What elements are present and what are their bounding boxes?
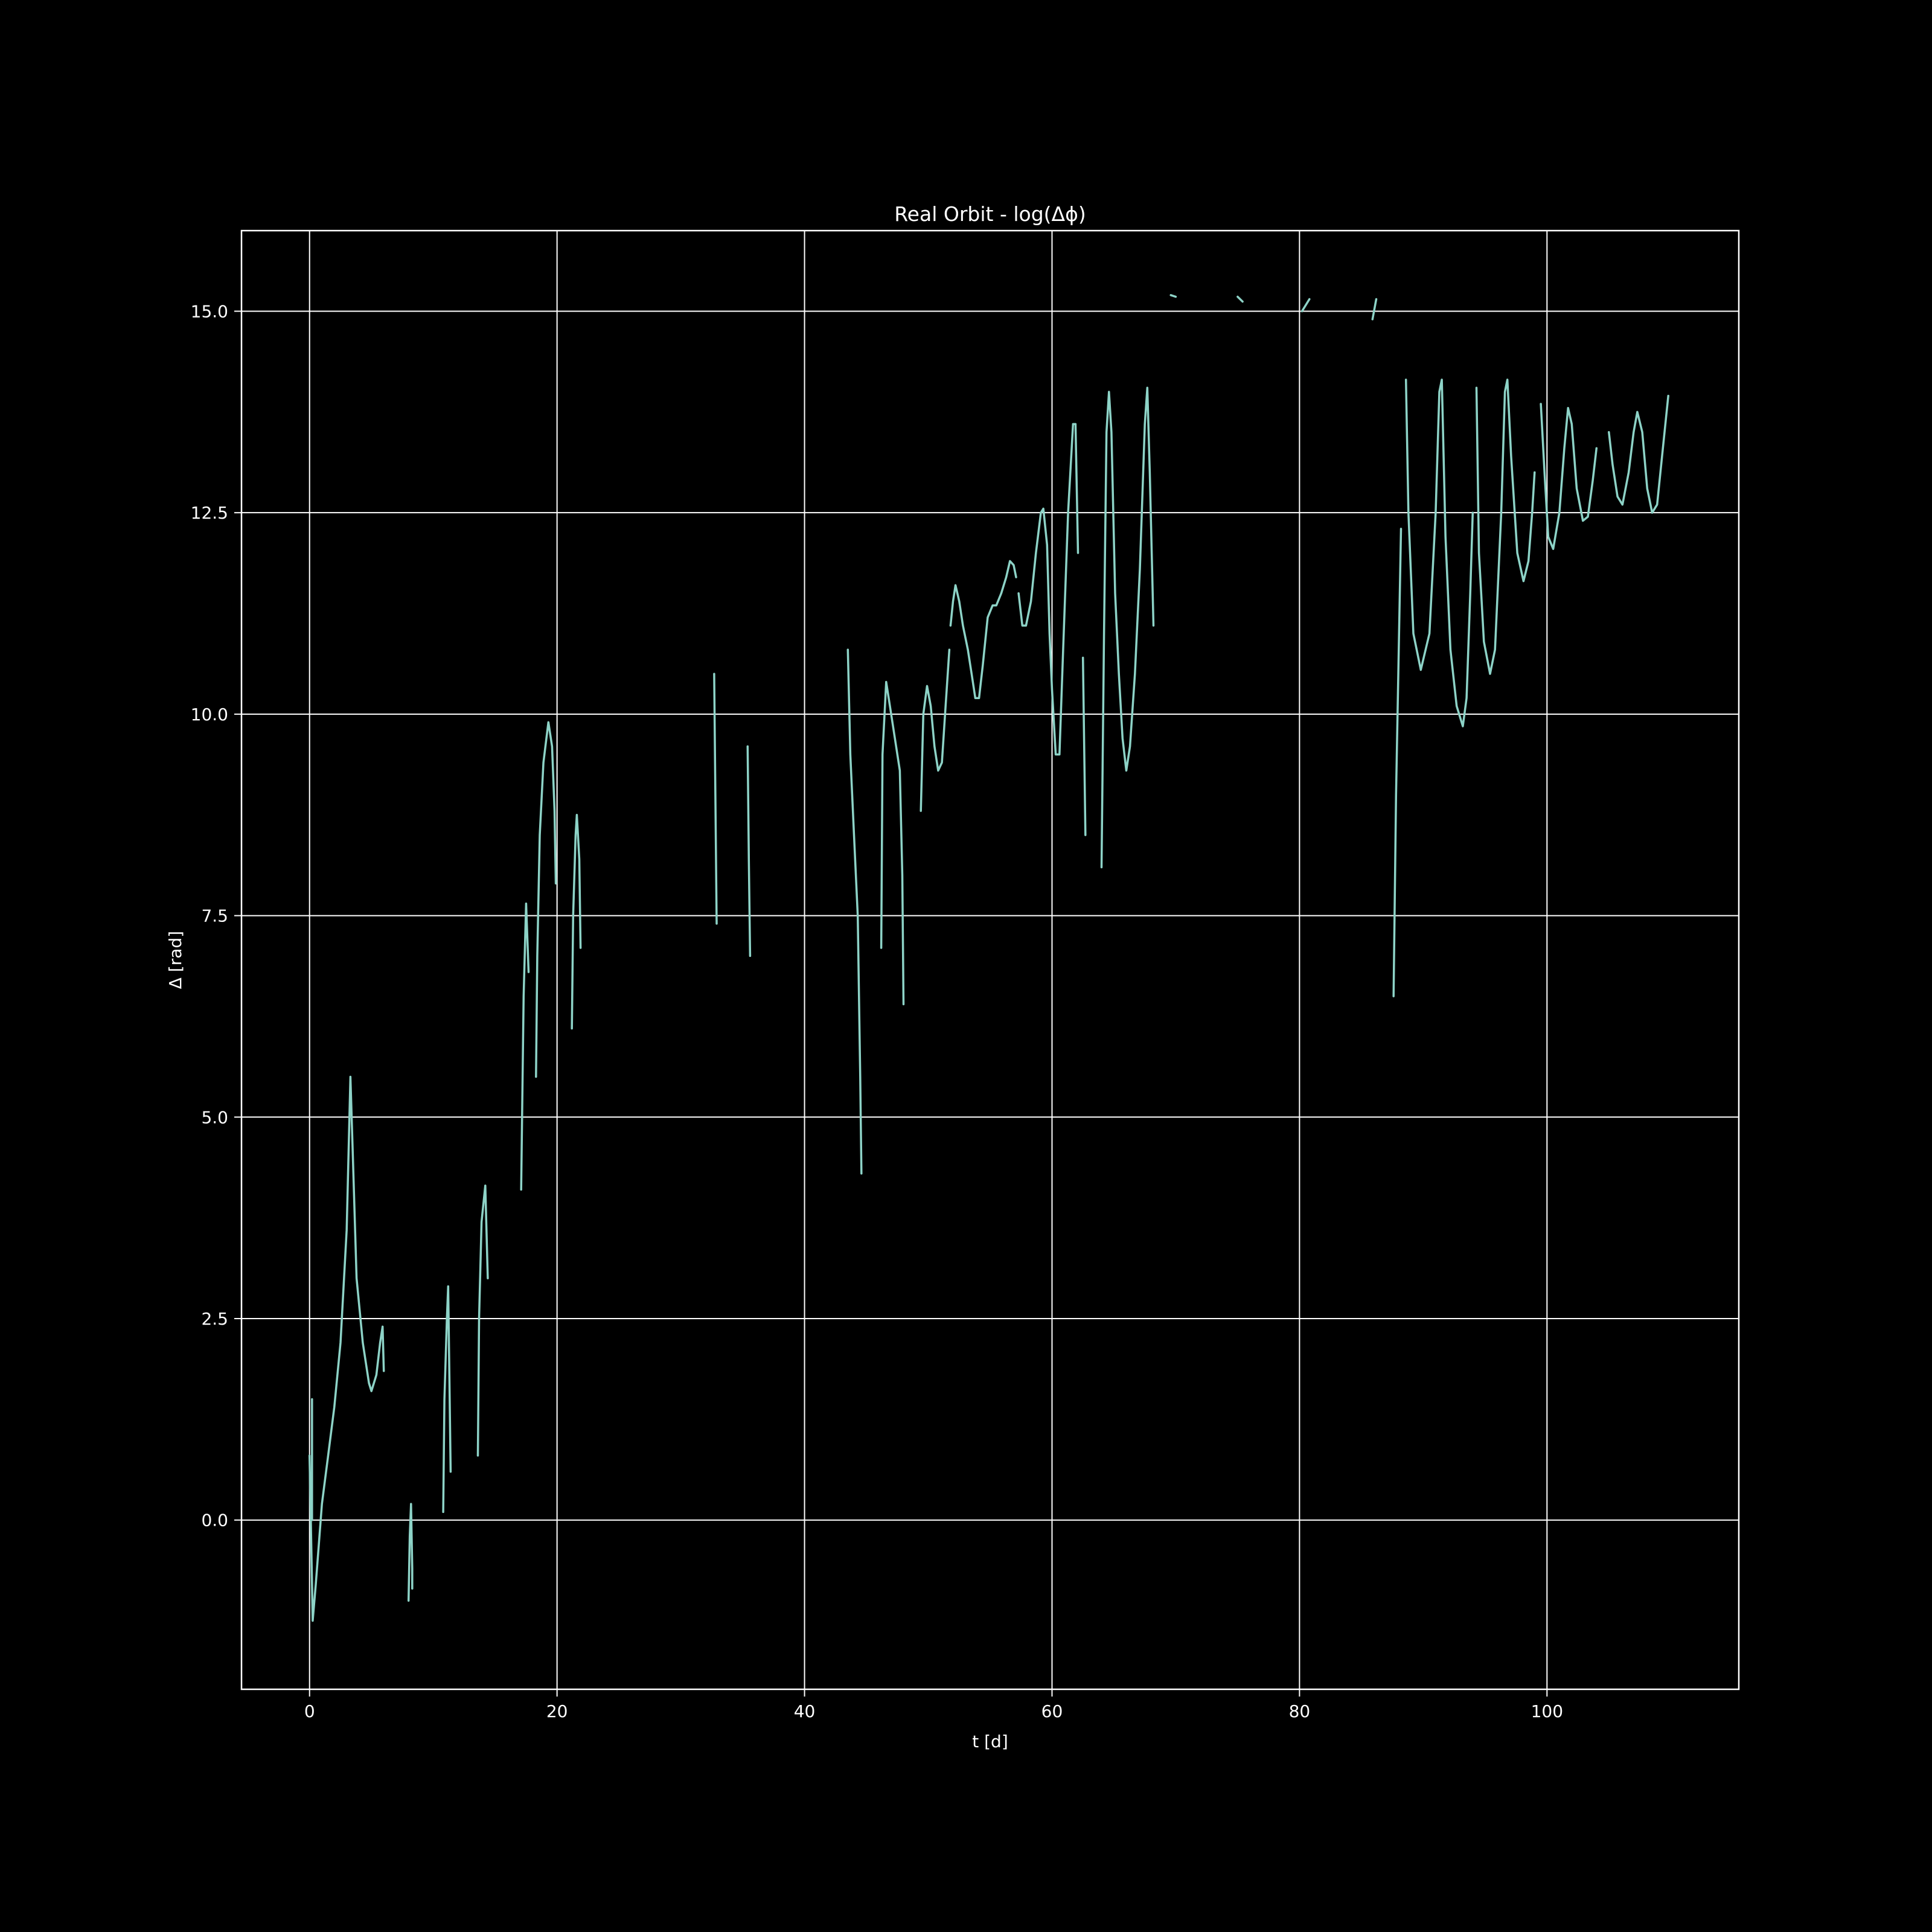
series-segment — [1081, 656, 1087, 836]
series-segment — [846, 648, 863, 1175]
series-segment — [407, 1503, 414, 1602]
y-tick-label: 10.0 — [191, 705, 228, 724]
x-tick-label: 80 — [1289, 1701, 1311, 1721]
series-segment — [1100, 386, 1155, 869]
series-segment — [535, 721, 557, 1078]
series-segment — [1475, 379, 1536, 675]
y-tick-label: 15.0 — [191, 301, 228, 321]
series-segment — [1236, 295, 1244, 303]
y-tick-label: 7.5 — [201, 906, 228, 926]
series-segment — [920, 648, 951, 812]
x-tick-label: 20 — [546, 1701, 568, 1721]
y-tick-label: 12.5 — [191, 503, 228, 523]
x-tick-label: 60 — [1041, 1701, 1063, 1721]
x-axis: 0 20 40 60 80 100 — [304, 1689, 1563, 1721]
y-tick-label: 5.0 — [201, 1107, 228, 1127]
y-tick-label: 0.0 — [201, 1511, 228, 1531]
series-line — [308, 294, 1669, 1622]
series-segment — [880, 680, 905, 1006]
x-tick-label: 0 — [304, 1701, 315, 1721]
y-axis: 0.0 2.5 5.0 7.5 10.0 12.5 15.0 — [191, 301, 242, 1531]
series-segment — [713, 673, 718, 925]
series-segment — [1169, 294, 1177, 298]
series-segment — [1300, 298, 1311, 313]
series-segment — [1404, 379, 1474, 728]
series-segment — [1608, 394, 1669, 514]
chart-title: Real Orbit - log(Δϕ) — [894, 202, 1086, 226]
y-tick-label: 2.5 — [201, 1309, 228, 1329]
plot-frame — [240, 229, 1740, 1690]
grid — [242, 231, 1739, 1689]
series-segment — [746, 745, 752, 958]
series-segment — [442, 1285, 452, 1514]
series-segment — [1392, 528, 1403, 997]
series-segment — [949, 560, 1017, 699]
y-axis-label: Δ [rad] — [165, 931, 185, 989]
series-segment — [520, 902, 530, 1191]
x-tick-label: 100 — [1531, 1701, 1563, 1721]
series-segment — [308, 1075, 385, 1622]
x-axis-label: t [d] — [972, 1732, 1008, 1751]
x-tick-label: 40 — [794, 1701, 816, 1721]
series-segment — [1371, 298, 1378, 321]
series-segment — [1540, 403, 1598, 550]
series-segment — [571, 813, 582, 1030]
series-segment — [476, 1184, 489, 1457]
series-segment — [1017, 423, 1080, 756]
